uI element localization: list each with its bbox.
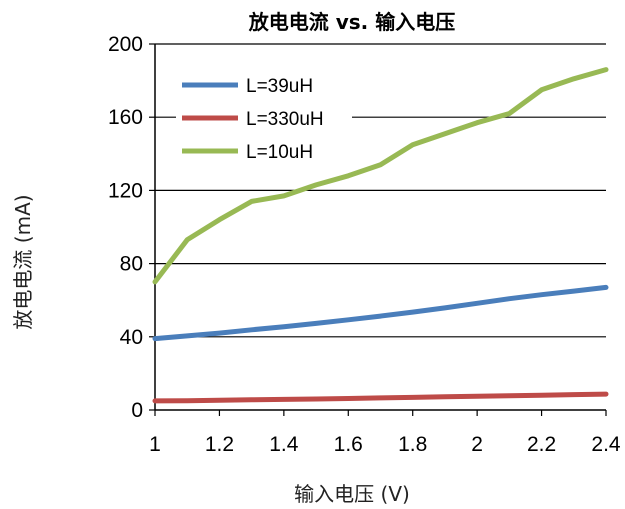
- x-tick-label: 2.4: [591, 433, 621, 456]
- y-tick-label: 160: [108, 106, 143, 129]
- x-tick-label: 1.2: [205, 433, 234, 456]
- y-axis-label: 放电电流 (mA): [11, 194, 35, 329]
- x-tick-label: 2.2: [527, 433, 556, 456]
- y-tick-label: 120: [108, 179, 143, 202]
- series-line: [152, 284, 609, 342]
- y-tick-labels: 0 40 80 120 160 200: [108, 33, 143, 422]
- x-tick-label: 1.6: [334, 433, 363, 456]
- y-tick-label: 80: [120, 253, 143, 276]
- x-tick-labels: 1 1.2 1.4 1.6 1.8 2 2.2 2.4: [149, 433, 621, 456]
- series-layer: [152, 67, 609, 404]
- x-tick-label: 2: [471, 433, 483, 456]
- y-tick-label: 40: [120, 326, 143, 349]
- chart-title: 放电电流 vs. 输入电压: [248, 10, 455, 34]
- x-tick-label: 1.8: [398, 433, 427, 456]
- series-line: [152, 67, 609, 285]
- legend-label: L=39uH: [246, 76, 313, 97]
- y-tick-label: 0: [131, 399, 143, 422]
- legend-label: L=330uH: [246, 109, 324, 130]
- legend: L=39uH L=330uH L=10uH: [176, 71, 352, 165]
- legend-label: L=10uH: [246, 142, 313, 163]
- series-line: [152, 391, 609, 404]
- axes: [149, 43, 607, 416]
- x-axis-label: 输入电压 (V): [294, 482, 410, 506]
- x-tick-label: 1.4: [269, 433, 299, 456]
- x-tick-label: 1: [149, 433, 161, 456]
- y-tick-label: 200: [108, 33, 143, 56]
